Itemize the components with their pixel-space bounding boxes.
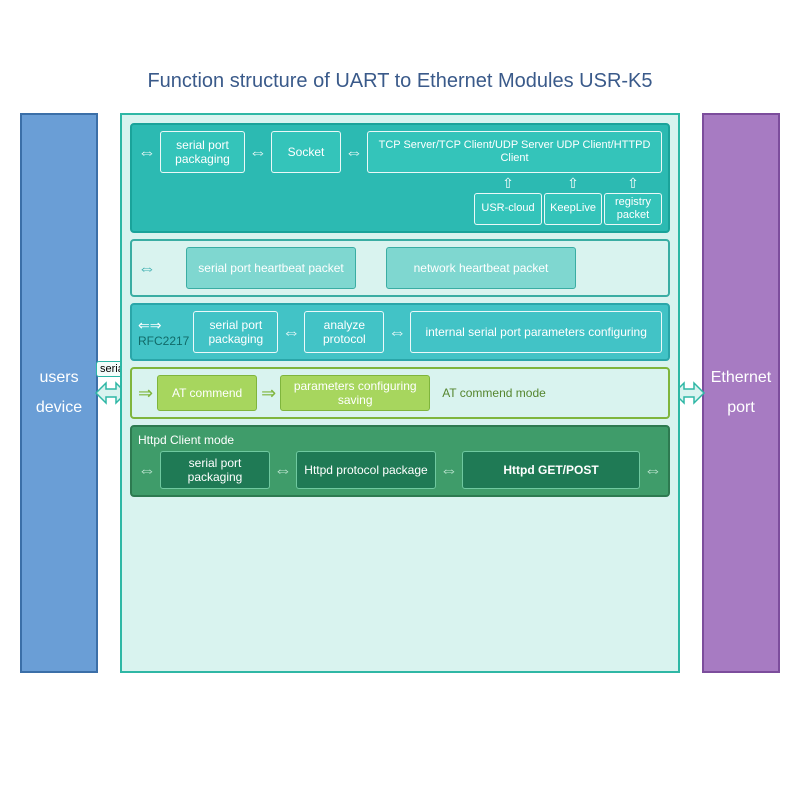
httpd-panel: Httpd Client mode serial port packaging …	[130, 425, 670, 497]
network-heartbeat-box: network heartbeat packet	[386, 247, 576, 289]
port-label: port	[727, 399, 755, 417]
analyze-protocol-box: analyze protocol	[304, 311, 384, 353]
ethernet-port-block: Ethernet port	[702, 113, 780, 673]
httpd-getpost-box: Httpd GET/POST	[462, 451, 640, 489]
serial-packaging-box-3: serial port packaging	[160, 451, 270, 489]
serial-packaging-box-2: serial port packaging	[193, 311, 278, 353]
arrow-up-icon	[567, 175, 579, 193]
keeplive-box: KeepLive	[544, 193, 602, 225]
at-command-box: AT commend	[157, 375, 257, 411]
at-command-panel: ⇒ AT commend ⇒ parameters configuring sa…	[130, 367, 670, 419]
arrow-h-icon	[345, 142, 363, 163]
arrow-h-icon	[644, 460, 662, 481]
serial-heartbeat-box: serial port heartbeat packet	[186, 247, 356, 289]
device-label: device	[36, 399, 82, 417]
arrow-h-icon	[388, 322, 406, 343]
arrow-h-icon	[249, 142, 267, 163]
socket-panel: serial port packaging Socket TCP Server/…	[130, 123, 670, 233]
users-device-block: users device	[20, 113, 98, 673]
httpd-protocol-box: Httpd protocol package	[296, 451, 436, 489]
arrow-up-icon	[627, 175, 639, 193]
arrow-h-icon	[138, 460, 156, 481]
ethernet-label: Ethernet	[711, 369, 771, 387]
rfc2217-label: RFC2217	[138, 334, 189, 348]
users-label: users	[39, 369, 78, 387]
serial-packaging-box: serial port packaging	[160, 131, 245, 173]
protocols-box: TCP Server/TCP Client/UDP Server UDP Cli…	[367, 131, 662, 173]
usr-cloud-box: USR-cloud	[474, 193, 542, 225]
at-mode-label: AT commend mode	[442, 386, 546, 400]
registry-packet-box: registry packet	[604, 193, 662, 225]
arrow-h-icon	[138, 258, 156, 279]
heartbeat-panel: serial port heartbeat packet network hea…	[130, 239, 670, 297]
arrow-h-icon	[138, 142, 156, 163]
params-saving-box: parameters configuring saving	[280, 375, 430, 411]
arrow-h-icon	[440, 460, 458, 481]
rfc2217-panel: ⇐⇒ RFC2217 serial port packaging analyze…	[130, 303, 670, 361]
httpd-mode-label: Httpd Client mode	[138, 433, 662, 447]
socket-box: Socket	[271, 131, 341, 173]
arrow-h-icon	[274, 460, 292, 481]
center-container: serial port packaging Socket TCP Server/…	[120, 113, 680, 673]
diagram-title: Function structure of UART to Ethernet M…	[0, 0, 800, 113]
arrow-up-icon	[502, 175, 514, 193]
internal-params-box: internal serial port parameters configur…	[410, 311, 662, 353]
diagram-stage: users device Ethernet port serial port s…	[20, 113, 780, 673]
arrow-h-icon	[282, 322, 300, 343]
